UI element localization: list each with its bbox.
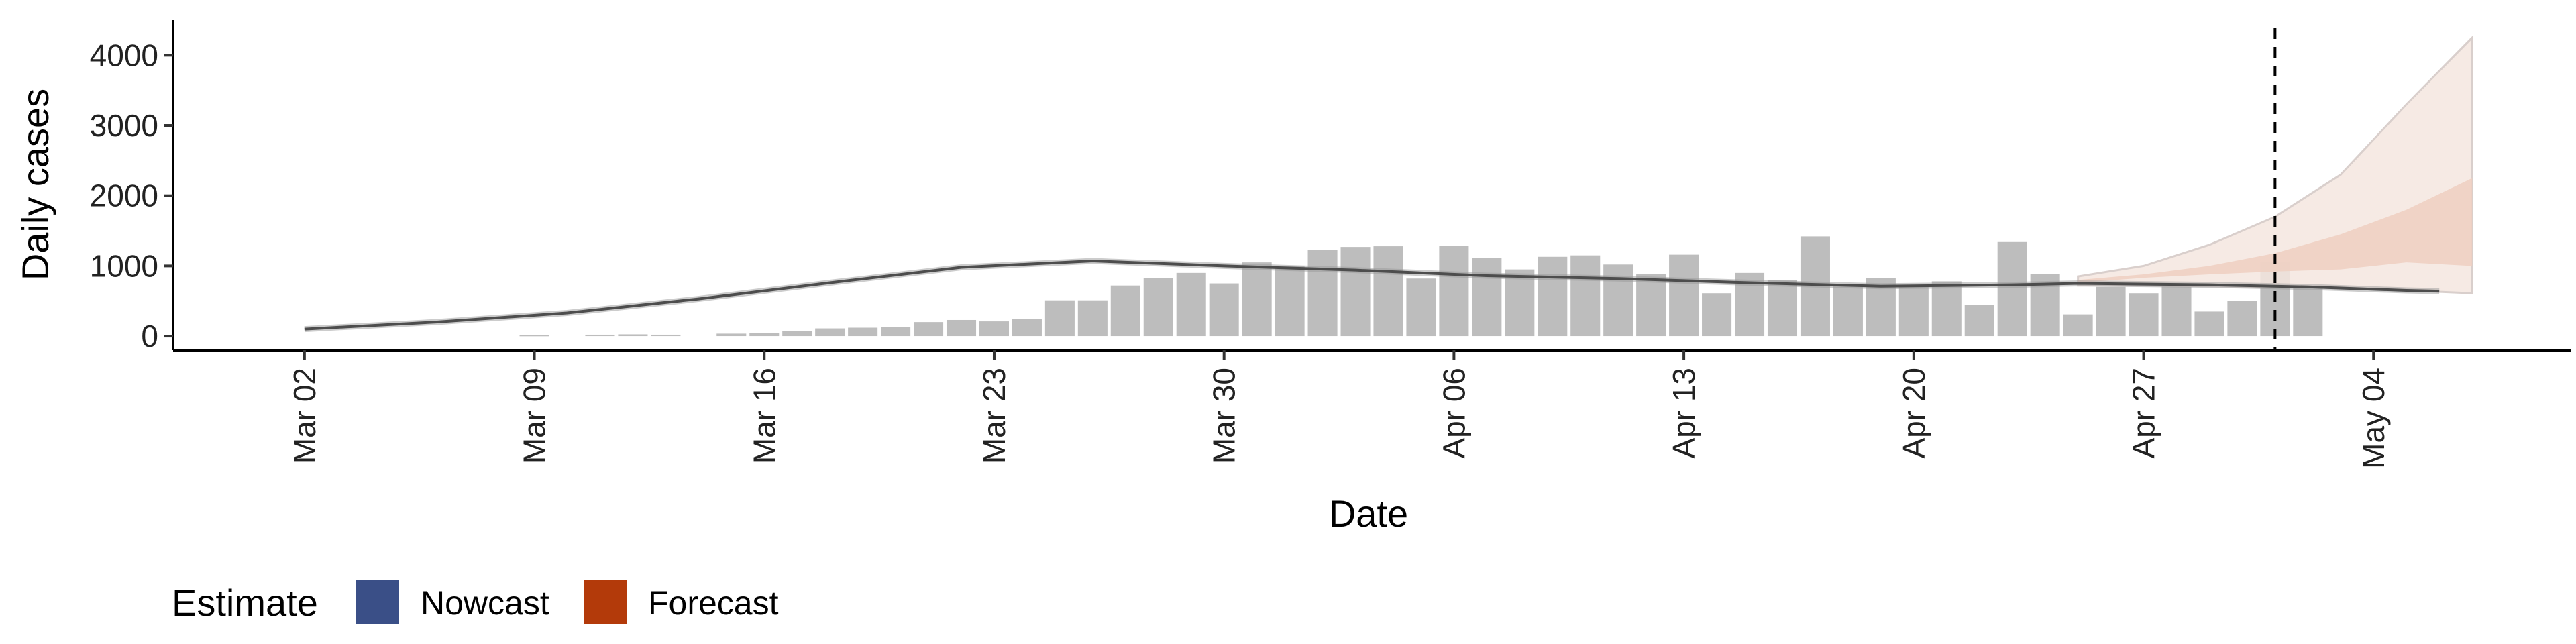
case-bar [2096, 287, 2126, 336]
case-bar [1998, 242, 2027, 336]
case-bar [2129, 293, 2159, 336]
case-bar [1702, 293, 1731, 336]
case-bar [1538, 257, 1567, 336]
case-bar [2293, 286, 2322, 336]
x-tick-label: Mar 09 [517, 368, 552, 464]
case-bar [618, 334, 647, 336]
x-tick-label: Mar 16 [747, 368, 782, 464]
case-bar [1373, 246, 1403, 336]
x-tick-label: Mar 30 [1207, 368, 1242, 464]
y-tick-label: 3000 [90, 108, 158, 143]
legend-swatch-nowcast [356, 580, 399, 624]
x-tick-label: Apr 13 [1666, 368, 1701, 459]
case-bar [1965, 305, 1994, 336]
case-bar [1669, 255, 1699, 336]
case-bar [520, 335, 549, 337]
legend: Estimate Nowcast Forecast [172, 580, 779, 624]
case-bar [2161, 284, 2191, 336]
case-bar [1111, 286, 1140, 336]
x-tick-label: Apr 20 [1896, 368, 1931, 459]
x-tick-label: Mar 02 [287, 368, 322, 464]
case-bar [1899, 286, 1929, 336]
axes: 0 1000 2000 3000 4000 Mar 02 Mar 09 Mar 16 Mar 2… [90, 20, 2571, 469]
case-bar [1570, 256, 1600, 336]
case-bar [749, 333, 779, 336]
x-tick-label: Apr 27 [2127, 368, 2161, 459]
case-bar [1833, 286, 1863, 336]
x-tick-label: Mar 23 [977, 368, 1012, 464]
legend-swatch-forecast [584, 580, 627, 624]
case-bar [1768, 280, 1797, 336]
legend-label-nowcast: Nowcast [421, 584, 549, 622]
y-tick-label: 2000 [90, 178, 158, 213]
case-bar [1932, 281, 1962, 336]
case-bar [1636, 274, 1666, 336]
case-bar [782, 331, 812, 336]
case-bar [585, 335, 614, 336]
legend-title: Estimate [172, 582, 318, 624]
x-axis-title: Date [1329, 492, 1408, 535]
case-bar [1012, 319, 1042, 336]
case-bar [1242, 262, 1272, 336]
case-bar [881, 327, 910, 336]
case-bar [979, 321, 1009, 336]
x-tick-label: Apr 06 [1436, 368, 1471, 459]
y-tick-label: 0 [141, 319, 158, 354]
case-bar [1210, 284, 1239, 337]
case-bar [947, 320, 976, 336]
y-tick-label: 1000 [90, 248, 158, 283]
case-bar [716, 333, 746, 336]
y-axis-title: Daily cases [14, 89, 56, 280]
case-bar [1045, 301, 1075, 336]
case-bar [1275, 266, 1305, 336]
case-bar [1472, 258, 1501, 336]
case-bar [1406, 278, 1436, 336]
case-bar [651, 335, 680, 336]
case-bar [1439, 246, 1468, 336]
case-bar [1603, 264, 1633, 336]
case-bar [1177, 273, 1206, 336]
y-tick-label: 4000 [90, 38, 158, 72]
case-bar [1144, 278, 1173, 336]
case-bar [914, 322, 943, 336]
x-tick-label: May 04 [2356, 368, 2391, 469]
case-bar [1340, 247, 1370, 336]
case-bar [2227, 301, 2257, 336]
case-bar [2194, 311, 2224, 336]
plot-area [305, 28, 2472, 350]
legend-label-forecast: Forecast [648, 584, 779, 622]
case-bar [1308, 250, 1338, 336]
case-bar [848, 328, 877, 337]
case-bar [2063, 315, 2093, 336]
case-bar [815, 329, 845, 337]
case-bar [1078, 301, 1108, 336]
